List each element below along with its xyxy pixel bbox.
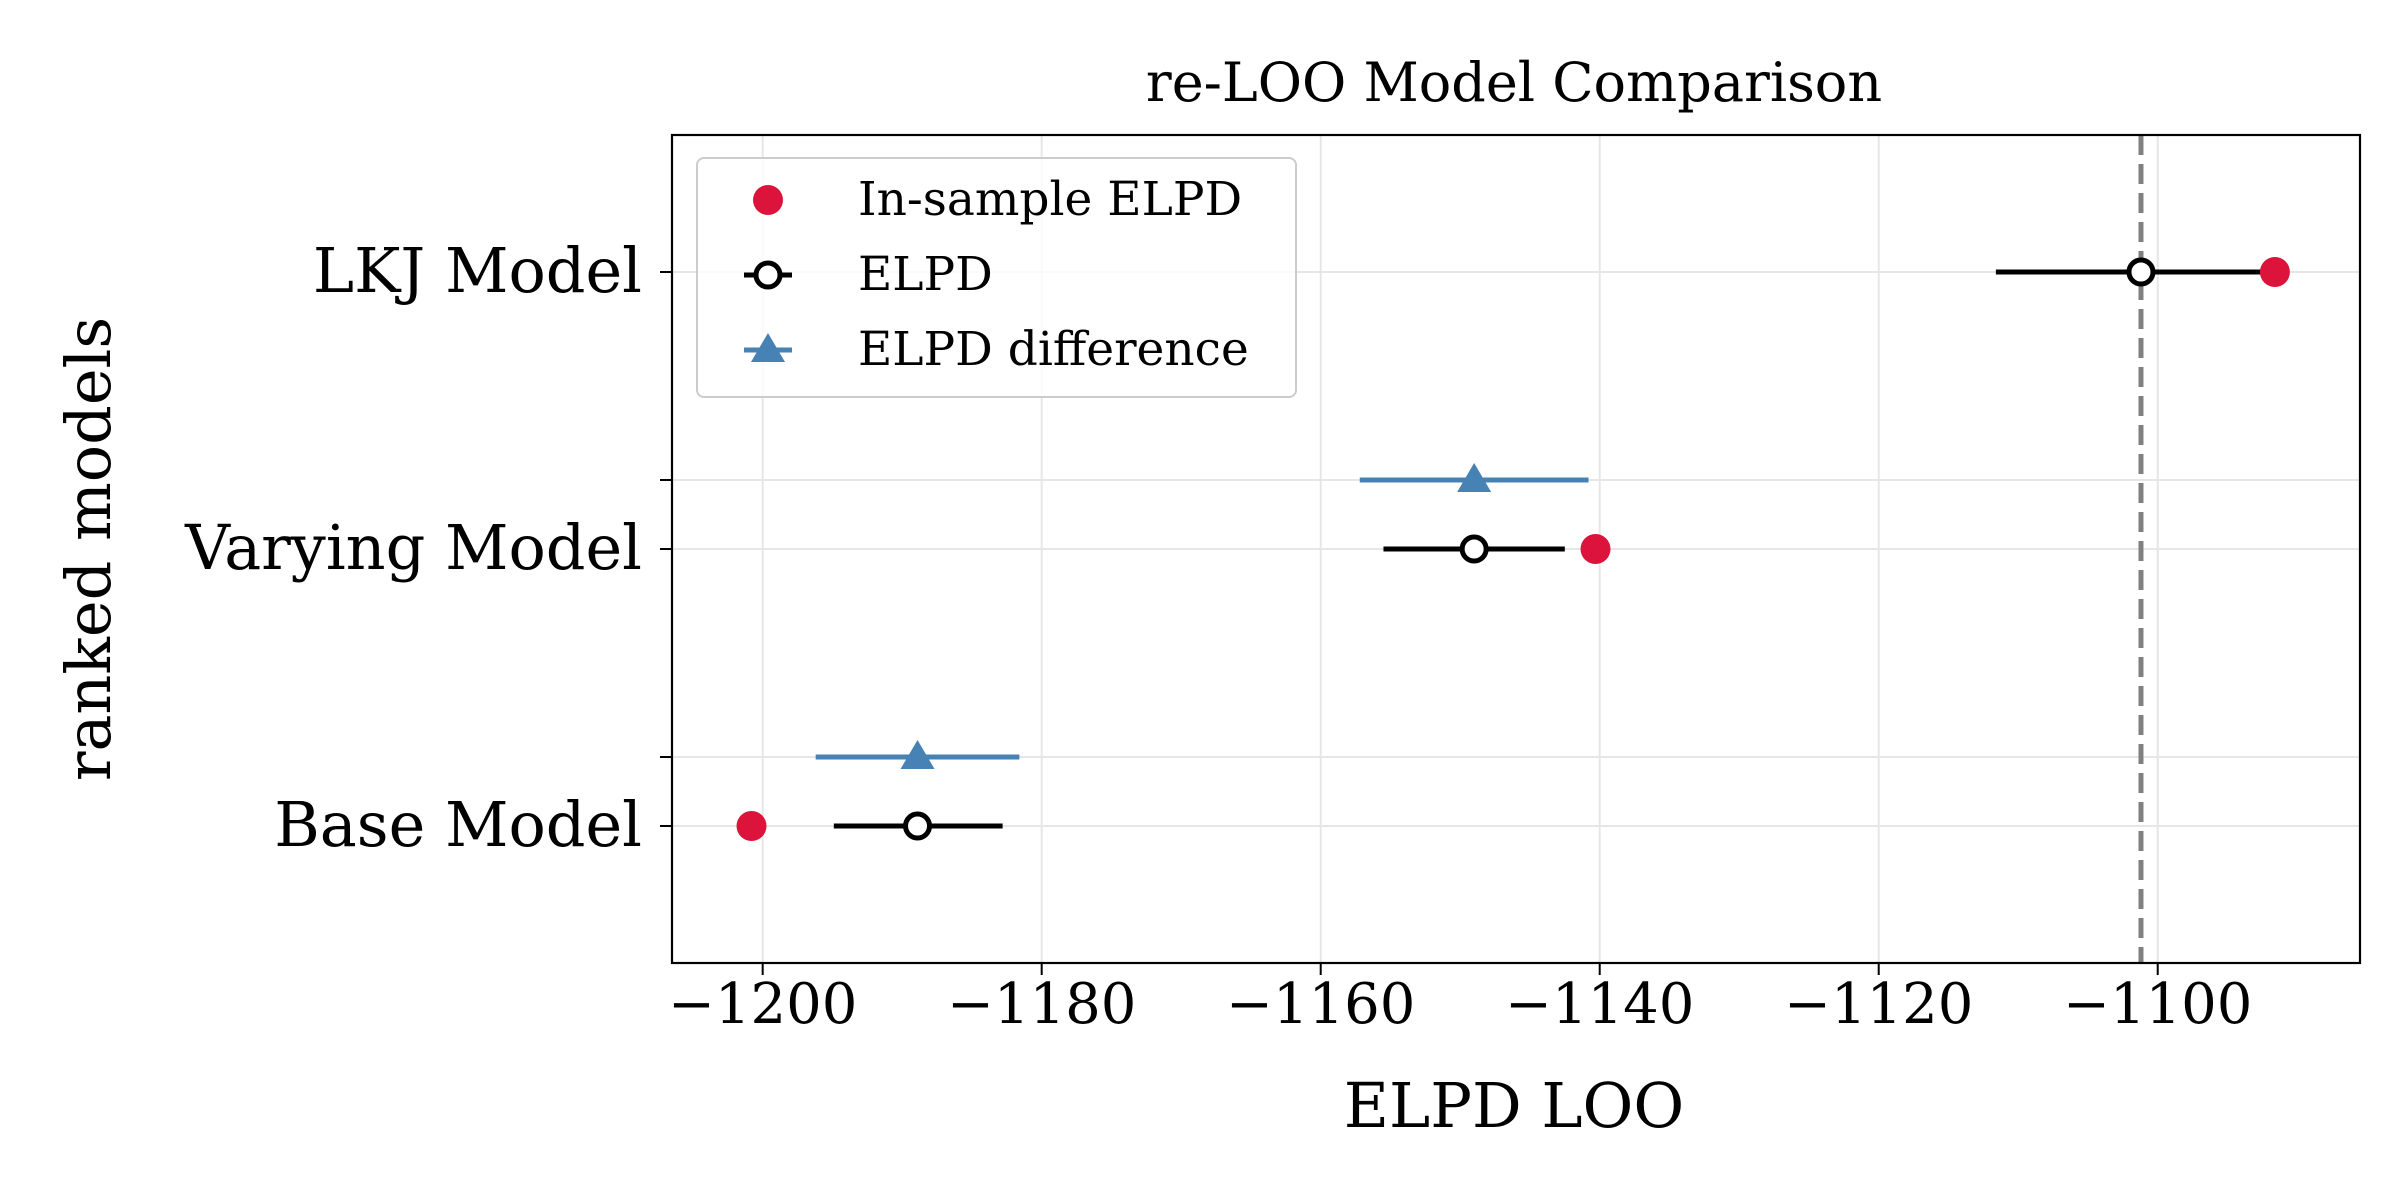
x-axis: −1200 −1180 −1160 −1140 −1120 −1100 (668, 963, 2252, 1037)
elpd-marker (1459, 534, 1489, 564)
legend-elpd-difference-handle (751, 333, 785, 362)
legend-in-sample-elpd-handle (753, 185, 783, 215)
legend-label: In-sample ELPD (858, 172, 1242, 227)
in-sample-elpd-marker (736, 811, 767, 841)
legend: In-sample ELPD ELPD ELPD difference (696, 157, 1297, 398)
legend-label: ELPD (858, 247, 993, 302)
y-tick-label: LKJ Model (313, 234, 642, 307)
elpd-difference-marker (1457, 463, 1492, 492)
elpd-marker (903, 811, 933, 841)
legend-label: ELPD difference (858, 322, 1249, 377)
data-marks (736, 257, 2290, 841)
x-tick-label: −1160 (1226, 972, 1415, 1037)
x-tick-label: −1100 (2063, 972, 2252, 1037)
y-axis-label: ranked models (52, 317, 125, 781)
in-sample-elpd-marker (2259, 257, 2290, 287)
legend-box (696, 157, 1297, 398)
x-tick-label: −1140 (1505, 972, 1694, 1037)
x-tick-label: −1120 (1784, 972, 1973, 1037)
legend-elpd-handle (753, 260, 783, 290)
y-tick-label: Varying Model (184, 511, 642, 584)
chart-title: re-LOO Model Comparison (1146, 51, 1882, 114)
y-tick-label: Base Model (274, 788, 642, 861)
elpd-difference-marker (900, 740, 935, 769)
elpd-marker (2126, 257, 2156, 287)
x-axis-label: ELPD LOO (1344, 1069, 1684, 1142)
in-sample-elpd-marker (1580, 534, 1611, 564)
y-axis: LKJ Model Varying Model Base Model (184, 234, 672, 861)
x-tick-label: −1180 (947, 972, 1136, 1037)
x-tick-label: −1200 (668, 972, 857, 1037)
